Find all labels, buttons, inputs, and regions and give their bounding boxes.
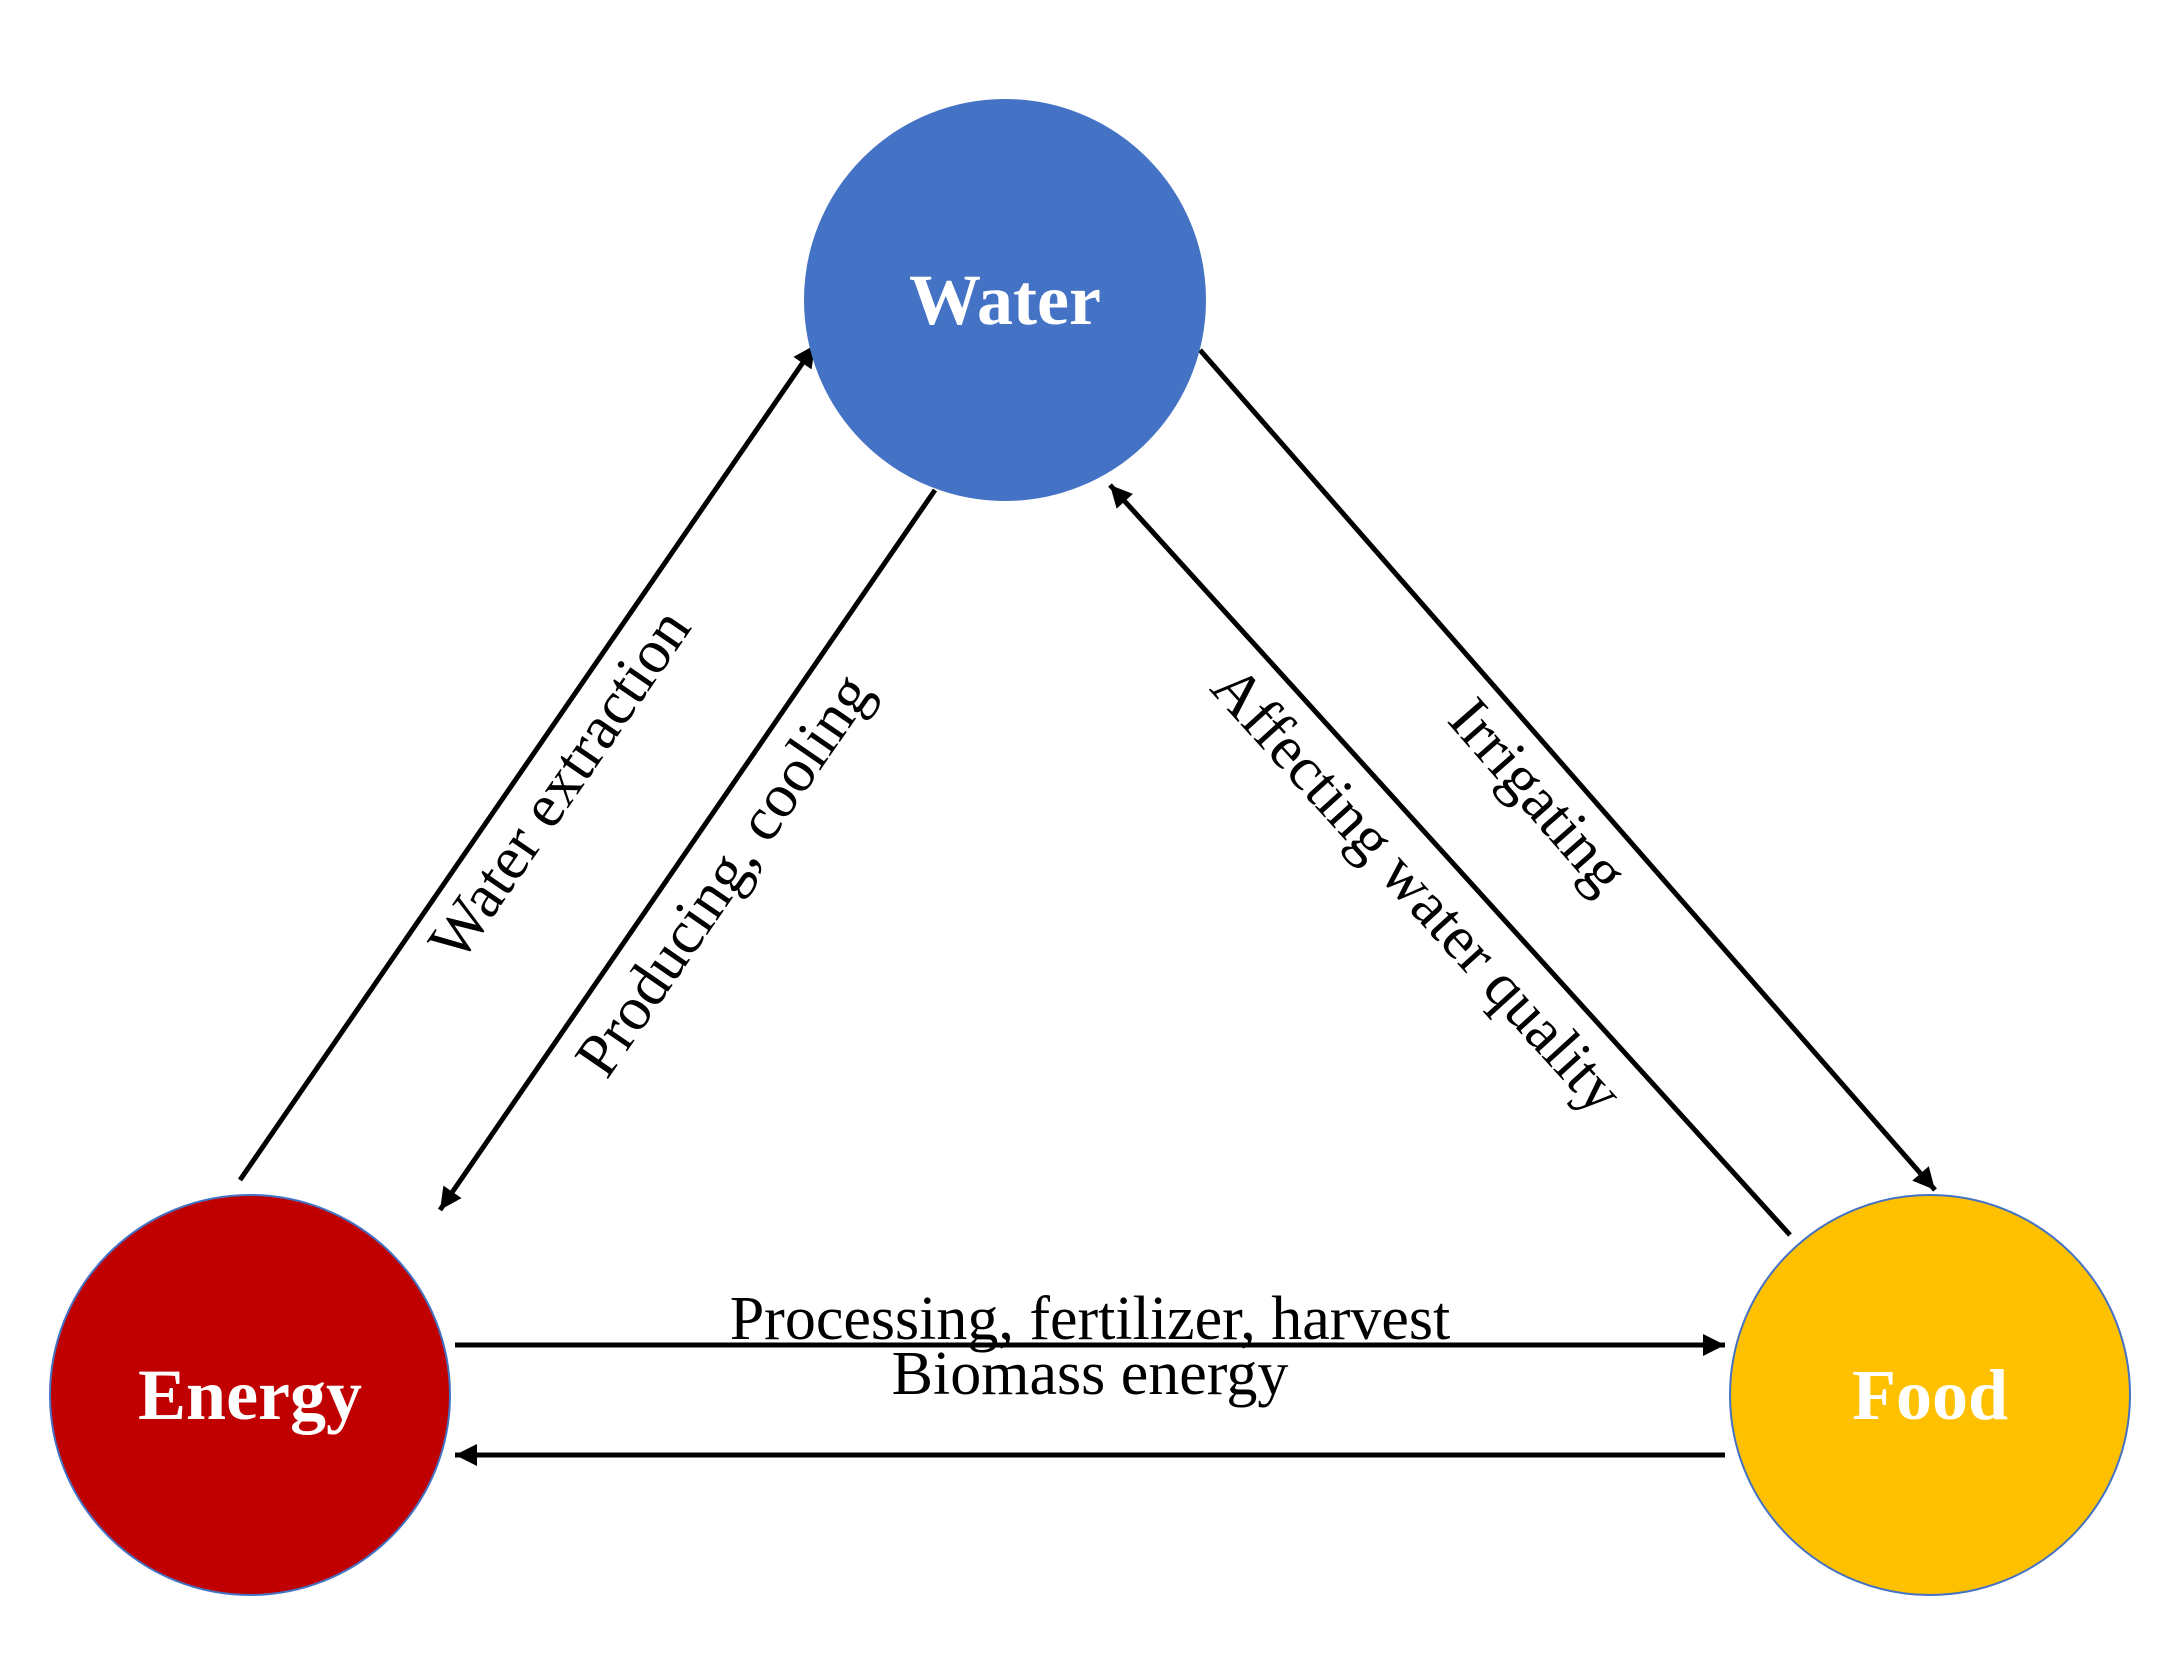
edge-label-biomass-energy: Biomass energy — [892, 1340, 1289, 1408]
node-food: Food — [1730, 1195, 2130, 1595]
node-energy: Energy — [50, 1195, 450, 1595]
nexus-diagram: Water extractionProducing, coolingAffect… — [0, 0, 2182, 1670]
node-label-water: Water — [909, 260, 1101, 340]
node-label-energy: Energy — [138, 1355, 362, 1435]
node-label-food: Food — [1852, 1355, 2008, 1435]
node-water: Water — [805, 100, 1205, 500]
